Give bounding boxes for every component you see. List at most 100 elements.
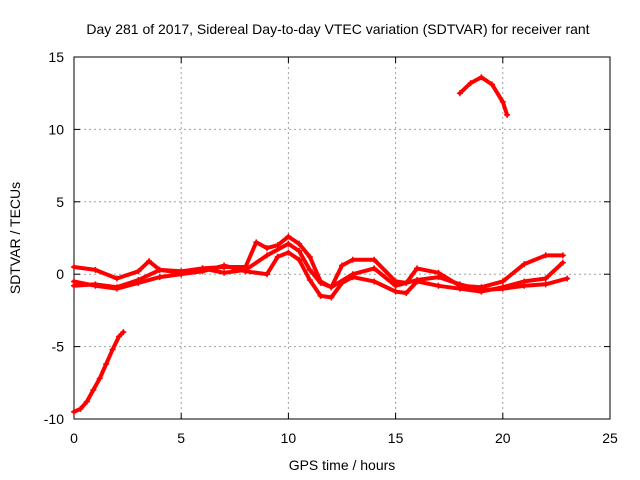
data-point <box>135 276 142 283</box>
data-point <box>285 249 292 256</box>
x-tick-label: 20 <box>495 430 511 446</box>
plot-frame <box>73 56 611 420</box>
data-point <box>296 248 303 255</box>
data-point <box>71 263 77 270</box>
series-arc-5 <box>456 74 511 118</box>
series-arc-4 <box>71 240 571 294</box>
data-point <box>156 274 163 281</box>
chart-title: Day 281 of 2017, Sidereal Day-to-day VTE… <box>86 21 589 37</box>
series-line <box>72 241 570 293</box>
data-point <box>414 265 421 272</box>
data-point <box>456 281 463 288</box>
data-point <box>328 284 335 291</box>
data-point <box>253 239 260 246</box>
data-point <box>296 240 303 247</box>
data-point <box>521 282 528 289</box>
data-point <box>71 408 77 415</box>
grid <box>74 57 610 419</box>
data-point <box>92 266 99 273</box>
data-point <box>103 360 110 367</box>
data-point <box>263 245 270 252</box>
data-point <box>435 274 442 281</box>
x-tick-label: 15 <box>388 430 404 446</box>
data-point <box>178 268 185 275</box>
y-tick-label: 5 <box>56 194 64 210</box>
data-point <box>109 346 116 353</box>
data-point <box>285 240 292 247</box>
x-tick-label: 5 <box>177 430 185 446</box>
data-point <box>120 329 127 336</box>
data-point <box>263 271 270 278</box>
y-tick-label: 0 <box>56 266 64 282</box>
data-point <box>499 278 506 285</box>
data-point <box>156 266 163 273</box>
data-point <box>306 253 313 260</box>
x-axis-label: GPS time / hours <box>289 457 396 473</box>
data-point <box>371 256 378 263</box>
data-point <box>542 252 549 259</box>
series-line <box>72 330 126 414</box>
data-point <box>521 261 528 268</box>
data-point <box>403 290 410 297</box>
data-point <box>559 259 566 266</box>
axis-ticks: 0 5 10 15 20 25 -10 -5 0 5 10 15 <box>44 49 618 446</box>
data-point <box>71 282 77 289</box>
data-point <box>499 285 506 292</box>
data-point <box>489 81 496 88</box>
data-point <box>349 271 356 278</box>
series-line <box>457 75 510 117</box>
data-point <box>96 375 103 382</box>
data-point <box>392 288 399 295</box>
x-tick-label: 0 <box>70 430 78 446</box>
data-point <box>349 256 356 263</box>
data-point <box>371 265 378 272</box>
data-point <box>274 253 281 260</box>
series-arc-1 <box>71 329 127 415</box>
data-series <box>71 74 571 415</box>
data-point <box>478 287 485 294</box>
data-point <box>317 292 324 299</box>
data-point <box>371 278 378 285</box>
data-point <box>467 80 474 87</box>
data-point <box>306 266 313 273</box>
data-point <box>559 252 566 259</box>
data-point <box>135 268 142 275</box>
data-point <box>306 276 313 283</box>
data-point <box>242 266 249 273</box>
data-point <box>77 405 84 412</box>
y-axis-label: SDTVAR / TECUs <box>7 182 23 294</box>
data-point <box>285 233 292 240</box>
data-point <box>113 284 120 291</box>
data-point <box>478 74 485 81</box>
y-tick-label: -5 <box>52 339 65 355</box>
data-point <box>83 398 90 405</box>
data-point <box>414 276 421 283</box>
data-point <box>339 262 345 269</box>
data-point <box>542 275 549 282</box>
x-tick-label: 10 <box>281 430 297 446</box>
data-point <box>317 279 324 286</box>
data-point <box>263 252 270 259</box>
data-point <box>221 269 228 276</box>
data-point <box>504 111 511 118</box>
data-point <box>92 281 99 288</box>
data-point <box>146 258 153 265</box>
data-point <box>116 333 123 340</box>
data-point <box>392 282 399 289</box>
data-point <box>542 281 549 288</box>
data-point <box>90 387 97 394</box>
data-point <box>499 98 506 105</box>
data-point <box>113 275 120 282</box>
data-point <box>199 265 206 272</box>
data-point <box>296 256 303 263</box>
data-point <box>274 242 281 249</box>
data-point <box>328 294 335 301</box>
y-tick-label: 10 <box>48 121 64 137</box>
y-tick-label: 15 <box>48 49 64 65</box>
x-tick-label: 25 <box>602 430 618 446</box>
data-point <box>564 275 571 282</box>
data-point <box>221 262 228 269</box>
data-point <box>435 282 442 289</box>
y-tick-label: -10 <box>44 411 64 427</box>
